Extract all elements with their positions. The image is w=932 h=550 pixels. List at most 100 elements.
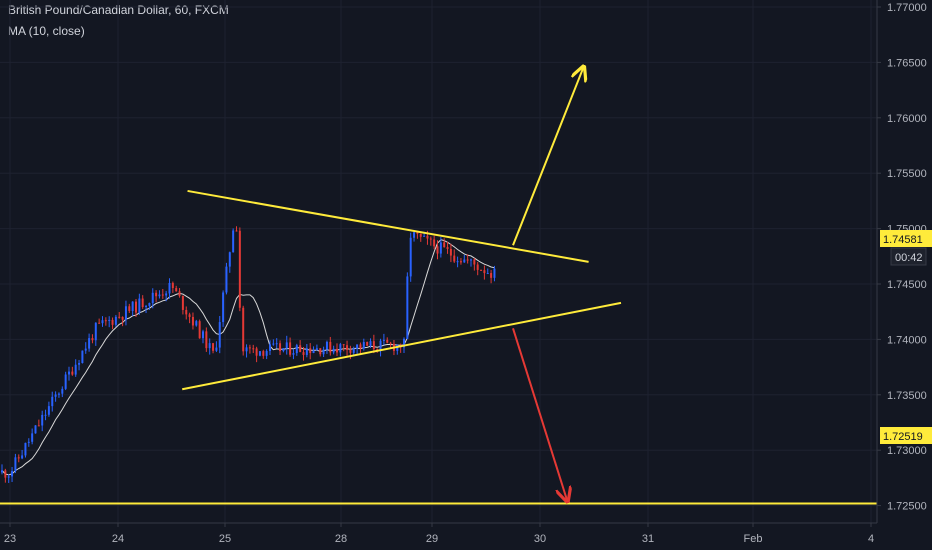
time-tick-label: 28 [335, 533, 347, 545]
candle-body [490, 273, 493, 278]
candle-body [396, 345, 399, 351]
candle-body [476, 264, 479, 270]
candle-body [329, 341, 332, 353]
candle-body [453, 255, 456, 262]
candle-body [282, 348, 285, 352]
last-price-label: 1.74581 [883, 234, 923, 246]
indicator-legend[interactable]: MA (10, close) [8, 24, 85, 38]
candle-body [456, 261, 459, 263]
price-tick-label: 1.74500 [887, 279, 927, 291]
moving-average-layer [1, 239, 495, 476]
candle-body [151, 292, 154, 304]
candle-body [54, 394, 57, 397]
breakout-up-arrow[interactable] [512, 68, 583, 246]
candle-body [178, 291, 181, 296]
candle-body [98, 322, 101, 324]
candle-body [295, 345, 298, 354]
time-tick-label: 4 [868, 533, 874, 545]
candle-body [84, 348, 87, 351]
candle-body [309, 348, 312, 354]
time-tick-label: 31 [642, 533, 654, 545]
candle-body [319, 348, 322, 355]
candle-body [382, 339, 385, 341]
candle-body [195, 321, 198, 326]
candle-body [37, 425, 40, 427]
candle-body [131, 301, 134, 311]
candle-body [81, 350, 84, 364]
candle-body [222, 292, 225, 323]
candle-body [27, 441, 30, 443]
price-tick-label: 1.73500 [887, 390, 927, 402]
candle-body [446, 247, 449, 249]
candle-body [459, 261, 462, 263]
candle-body [41, 414, 44, 426]
candle-body [342, 344, 345, 346]
candle-body [11, 471, 14, 477]
candle-body [21, 455, 24, 459]
candle-body [88, 338, 91, 349]
drawings-layer[interactable] [0, 68, 877, 504]
candle-body [265, 350, 268, 356]
time-tick-label: 25 [219, 533, 231, 545]
candle-body [111, 319, 114, 325]
candle-body [269, 344, 271, 351]
candle-body [7, 476, 10, 478]
candle-body [289, 342, 292, 355]
candle-body [248, 347, 251, 349]
candle-body [64, 374, 67, 389]
candle-body [389, 342, 392, 344]
last-price-badge [880, 230, 932, 247]
candle-body [436, 246, 439, 254]
time-tick-label: 23 [4, 533, 16, 545]
candle-body [228, 252, 231, 267]
price-tick-label: 1.77000 [887, 2, 927, 14]
candle-body [202, 331, 204, 339]
price-tick-label: 1.73000 [887, 445, 927, 457]
candle-body [1, 470, 3, 473]
candle-body [409, 237, 412, 277]
time-tick-label: Feb [744, 533, 763, 545]
candle-body [198, 321, 201, 339]
candle-body [108, 319, 111, 321]
candle-body [258, 351, 261, 356]
candle-body [483, 270, 486, 274]
time-tick-label: 30 [534, 533, 546, 545]
candle-body [356, 344, 359, 349]
candle-body [299, 345, 302, 353]
candle-body [232, 230, 235, 253]
candle-body [433, 239, 436, 247]
candle-body [302, 352, 305, 355]
level-price-label: 1.72519 [883, 431, 923, 443]
candle-body [493, 268, 496, 278]
candle-body [215, 347, 218, 351]
candle-body [486, 273, 489, 275]
time-axis[interactable]: 23 24 25 28 29 30 31 Feb 4 [4, 523, 874, 545]
candle-body [168, 282, 171, 294]
candle-body [161, 294, 164, 296]
candle-body [57, 393, 60, 395]
candle-body [128, 306, 131, 311]
breakdown-down-arrow[interactable] [512, 328, 567, 500]
candle-body [138, 298, 141, 313]
candle-body [17, 457, 20, 459]
lower-trendline[interactable] [182, 301, 622, 391]
price-badges: 1.74581 00:42 1.72519 [880, 230, 932, 444]
candle-body [238, 230, 241, 308]
candle-body [403, 338, 405, 348]
price-axis[interactable]: 1.770001.765001.760001.755001.750001.745… [877, 2, 927, 550]
candle-body [463, 259, 466, 263]
candle-body [47, 406, 50, 415]
candle-body [24, 442, 27, 456]
candle-body [51, 396, 54, 407]
upper-trendline[interactable] [187, 189, 589, 263]
candle-body [212, 343, 215, 351]
candle-body [71, 371, 74, 375]
candle-body [185, 309, 188, 315]
candle-body [141, 298, 144, 308]
candle-body [339, 344, 342, 353]
candle-body [449, 248, 452, 256]
candle-body [191, 316, 194, 326]
candle-body [34, 425, 37, 434]
candle-body [155, 292, 158, 297]
